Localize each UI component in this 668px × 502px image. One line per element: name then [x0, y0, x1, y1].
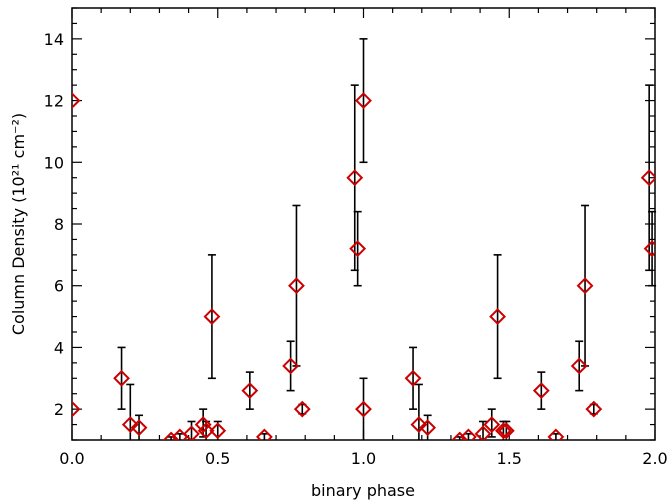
- data-point: [355, 92, 372, 109]
- y-tick-label: 10: [44, 153, 64, 172]
- x-tick-label: 0.5: [205, 449, 230, 468]
- data-point: [255, 428, 273, 440]
- data-point: [547, 428, 565, 440]
- data-markers: [72, 92, 655, 440]
- data-point: [460, 428, 477, 440]
- data-point: [404, 369, 422, 387]
- data-point: [113, 369, 130, 387]
- y-axis-title: Column Density (10²¹ cm⁻²): [9, 113, 28, 335]
- data-point: [483, 416, 501, 433]
- data-point: [209, 422, 227, 440]
- data-point: [355, 400, 372, 418]
- data-point: [203, 308, 221, 325]
- y-tick-label: 8: [54, 215, 64, 234]
- y-tick-label: 12: [44, 92, 64, 111]
- x-axis-title: binary phase: [311, 481, 415, 500]
- y-tick-label: 14: [44, 30, 64, 49]
- data-point: [241, 382, 259, 400]
- x-tick-label: 0.0: [59, 449, 84, 468]
- data-point: [288, 277, 305, 295]
- data-point: [72, 400, 81, 418]
- data-point: [585, 400, 603, 418]
- y-tick-label: 2: [54, 400, 64, 419]
- data-point: [197, 422, 215, 440]
- data-point: [282, 357, 300, 375]
- data-point: [121, 416, 139, 433]
- data-point: [130, 419, 148, 437]
- data-point: [349, 240, 367, 258]
- data-point: [532, 382, 550, 400]
- data-point: [293, 400, 311, 418]
- data-point: [474, 425, 492, 440]
- data-point: [570, 357, 588, 375]
- data-point: [576, 277, 594, 295]
- error-bars: [117, 38, 657, 440]
- data-point: [419, 419, 437, 437]
- data-point: [451, 431, 469, 440]
- data-point: [162, 431, 180, 440]
- data-point: [497, 422, 515, 440]
- data-point: [410, 416, 428, 433]
- x-tick-label: 1.5: [497, 449, 522, 468]
- y-tick-label: 6: [54, 277, 64, 296]
- data-point: [72, 92, 81, 109]
- data-point: [640, 169, 655, 187]
- data-point: [643, 240, 655, 258]
- data-point: [346, 169, 364, 187]
- data-point: [183, 425, 200, 440]
- x-tick-label: 1.0: [351, 449, 376, 468]
- data-point: [489, 308, 507, 325]
- axis-ticks: 0.0 0.5 1.0 1.5 2.0 2 4 6 8 10 12 14: [44, 7, 668, 468]
- y-tick-label: 4: [54, 338, 64, 357]
- x-tick-label: 2.0: [642, 449, 667, 468]
- data-point: [194, 416, 212, 433]
- data-point: [495, 422, 512, 440]
